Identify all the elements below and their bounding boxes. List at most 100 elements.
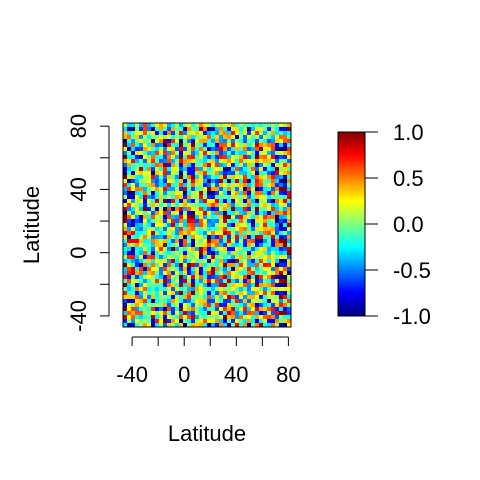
heatmap-cell xyxy=(131,187,136,192)
heatmap-cell xyxy=(175,255,180,260)
heatmap-cell xyxy=(199,215,204,220)
heatmap-cell xyxy=(135,239,140,244)
heatmap-cell xyxy=(227,139,232,144)
heatmap-cell xyxy=(203,175,208,180)
heatmap-cell xyxy=(267,175,272,180)
heatmap-cell xyxy=(287,295,292,300)
heatmap-cell xyxy=(251,267,256,272)
heatmap-cell xyxy=(159,267,164,272)
heatmap-cell xyxy=(247,263,252,268)
colorbar-tick-label: -1.0 xyxy=(393,304,431,329)
heatmap-cell xyxy=(271,267,276,272)
heatmap-cell xyxy=(135,131,140,136)
heatmap-cell xyxy=(171,131,176,136)
heatmap-cell xyxy=(191,239,196,244)
heatmap-cell xyxy=(167,323,172,328)
heatmap-cell xyxy=(163,247,168,252)
heatmap-cell xyxy=(147,227,152,232)
heatmap-cell xyxy=(215,167,220,172)
heatmap-cell xyxy=(283,287,288,292)
colorbar-swatch xyxy=(338,152,365,155)
heatmap-cell xyxy=(207,139,212,144)
heatmap-cell xyxy=(147,323,152,328)
heatmap-cell xyxy=(239,243,244,248)
heatmap-cell xyxy=(135,203,140,208)
heatmap-cell xyxy=(215,239,220,244)
heatmap-cell xyxy=(131,283,136,288)
heatmap-cell xyxy=(127,319,132,324)
heatmap-cell xyxy=(183,295,188,300)
heatmap-cell xyxy=(127,247,132,252)
heatmap-cell xyxy=(123,191,128,196)
heatmap-cell xyxy=(123,227,128,232)
heatmap-cell xyxy=(187,267,192,272)
heatmap-cell xyxy=(191,175,196,180)
heatmap-cell xyxy=(139,127,144,132)
heatmap-cell xyxy=(147,235,152,240)
heatmap-cell xyxy=(195,175,200,180)
heatmap-cell xyxy=(267,159,272,164)
colorbar-swatch xyxy=(338,215,365,219)
heatmap-cell xyxy=(203,167,208,172)
heatmap-cell xyxy=(283,323,288,328)
heatmap-cell xyxy=(279,299,284,304)
heatmap-cell xyxy=(139,183,144,188)
heatmap-cell xyxy=(275,203,280,208)
heatmap-cell xyxy=(263,215,268,220)
heatmap-cell xyxy=(231,279,236,284)
colorbar-swatch xyxy=(338,248,365,251)
heatmap-cell xyxy=(187,251,192,256)
heatmap-cell xyxy=(207,275,212,280)
heatmap-cell xyxy=(167,223,172,228)
heatmap-cell xyxy=(259,315,264,320)
heatmap-cell xyxy=(167,175,172,180)
heatmap-cell xyxy=(259,175,264,180)
colorbar-swatch xyxy=(338,262,365,266)
heatmap-cell xyxy=(171,187,176,192)
heatmap-cell xyxy=(167,191,172,196)
heatmap-cell xyxy=(179,287,184,292)
heatmap-cell xyxy=(159,191,164,196)
heatmap-cell xyxy=(211,219,216,224)
heatmap-cell xyxy=(159,171,164,176)
heatmap-cell xyxy=(143,299,148,304)
heatmap-cell xyxy=(199,291,204,296)
heatmap-cell xyxy=(271,187,276,192)
heatmap-cell xyxy=(151,159,156,164)
colorbar-swatch xyxy=(338,136,365,139)
heatmap-cell xyxy=(187,187,192,192)
heatmap-cell xyxy=(267,127,272,132)
heatmap-cell xyxy=(147,155,152,160)
heatmap-cell xyxy=(223,251,228,256)
heatmap-cell xyxy=(287,267,292,272)
heatmap-cell xyxy=(235,231,240,236)
heatmap-cell xyxy=(235,311,240,316)
heatmap-cell xyxy=(227,275,232,280)
heatmap-cell xyxy=(275,243,280,248)
heatmap-cell xyxy=(275,255,280,260)
heatmap-cell xyxy=(143,311,148,316)
heatmap-cell xyxy=(283,135,288,140)
heatmap-cell xyxy=(219,231,224,236)
heatmap-cell xyxy=(159,319,164,324)
heatmap-cell xyxy=(227,159,232,164)
heatmap-cell xyxy=(163,227,168,232)
heatmap-cell xyxy=(183,283,188,288)
heatmap-cell xyxy=(183,255,188,260)
heatmap-cell xyxy=(207,131,212,136)
heatmap-cell xyxy=(211,283,216,288)
heatmap-cell xyxy=(223,287,228,292)
heatmap-cell xyxy=(183,235,188,240)
heatmap-cell xyxy=(287,215,292,220)
heatmap-cell xyxy=(179,319,184,324)
heatmap-cell xyxy=(207,299,212,304)
heatmap-cell xyxy=(243,247,248,252)
heatmap-cell xyxy=(283,147,288,152)
heatmap-cell xyxy=(227,263,232,268)
heatmap-cell xyxy=(127,143,132,148)
heatmap-cell xyxy=(287,211,292,216)
heatmap-cell xyxy=(151,323,156,328)
heatmap-cell xyxy=(143,271,148,276)
heatmap-cell xyxy=(243,147,248,152)
heatmap-cell xyxy=(175,263,180,268)
